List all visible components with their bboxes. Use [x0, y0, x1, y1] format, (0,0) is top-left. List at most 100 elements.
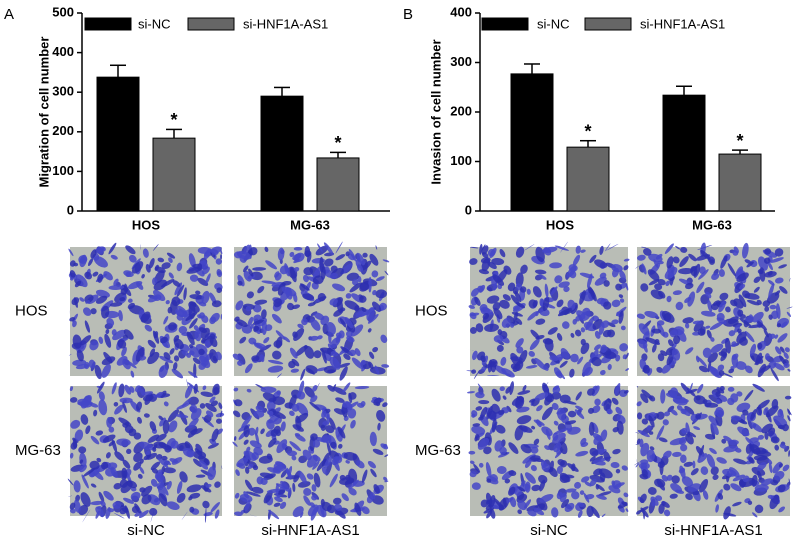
cell: [345, 478, 355, 484]
cell: [265, 260, 278, 270]
cell: [593, 344, 602, 351]
cell: [575, 405, 584, 411]
cell: [98, 491, 105, 503]
cell: [293, 267, 300, 272]
cell: [759, 267, 766, 282]
x-tick-label: HOS: [132, 217, 161, 232]
cell: [339, 318, 347, 328]
cell: [685, 282, 694, 290]
cell: [176, 284, 185, 298]
cell: [95, 510, 101, 519]
cell: [648, 415, 655, 428]
cell: [491, 403, 500, 414]
bar: [96, 76, 140, 212]
cell: [246, 291, 254, 299]
cell: [515, 246, 525, 258]
cell: [171, 368, 184, 379]
cell: [296, 402, 309, 416]
x-tick-label: MG-63: [290, 217, 330, 232]
cell: [341, 493, 349, 502]
cell: [619, 343, 629, 352]
cell: [167, 409, 180, 423]
cell: [68, 495, 72, 497]
cell: [202, 500, 210, 509]
cell: [660, 350, 668, 356]
cell: [313, 312, 325, 321]
bar: [718, 153, 762, 212]
cell: [380, 443, 389, 450]
cell: [636, 412, 643, 420]
cell: [169, 348, 175, 355]
cell: [502, 497, 507, 508]
cell: [699, 326, 706, 335]
cell: [565, 420, 577, 425]
cell: [779, 408, 784, 419]
cell: [348, 487, 357, 496]
cell: [342, 401, 351, 408]
cell: [744, 389, 754, 402]
cell: [189, 301, 197, 306]
cell: [261, 280, 277, 284]
cell: [205, 402, 217, 412]
cell: [534, 392, 549, 401]
cell: [715, 504, 719, 513]
cell: [220, 410, 223, 417]
cell: [516, 493, 528, 504]
cell: [517, 500, 528, 511]
cell: [124, 283, 129, 292]
cell: [734, 282, 744, 294]
cell: [320, 424, 326, 431]
cell: [188, 253, 196, 268]
cell: [536, 405, 543, 412]
cell: [727, 439, 739, 446]
cell: [651, 343, 657, 353]
cell: [291, 455, 297, 461]
cell: [260, 428, 265, 435]
cell: [776, 323, 782, 328]
cell: [723, 445, 739, 453]
cell: [173, 362, 178, 371]
cell: [249, 440, 262, 449]
y-axis-label: Invasion of cell number: [428, 39, 443, 184]
cell: [254, 299, 268, 305]
cell: [718, 370, 725, 376]
cell: [749, 443, 756, 454]
cell: [524, 472, 536, 484]
cell: [302, 293, 315, 301]
cell: [328, 331, 332, 344]
cell: [80, 492, 91, 507]
cell: [707, 299, 713, 313]
cell: [560, 460, 568, 468]
cell: [205, 483, 212, 488]
cell: [274, 496, 283, 503]
cell: [371, 301, 382, 312]
cell: [742, 290, 751, 299]
cell: [271, 313, 282, 324]
cell: [72, 334, 82, 349]
cell: [153, 294, 162, 301]
cell: [727, 386, 735, 392]
cell: [469, 327, 477, 334]
cell: [685, 347, 694, 355]
micrograph: [467, 381, 629, 519]
cell: [499, 446, 507, 455]
cell: [723, 318, 739, 327]
cell: [619, 270, 626, 281]
cell: [604, 243, 611, 252]
cell: [559, 360, 568, 368]
cell: [547, 327, 558, 335]
cell: [349, 282, 363, 293]
cell: [152, 243, 159, 252]
cell: [309, 335, 319, 341]
cell: [248, 427, 256, 436]
cell: [587, 273, 593, 289]
cell: [594, 398, 601, 406]
cell: [570, 353, 579, 363]
cell: [78, 446, 87, 454]
cell: [273, 502, 281, 507]
cell: [185, 311, 198, 321]
cell: [356, 402, 365, 408]
cell: [715, 391, 721, 397]
cell: [83, 467, 96, 477]
bar: [260, 95, 304, 212]
